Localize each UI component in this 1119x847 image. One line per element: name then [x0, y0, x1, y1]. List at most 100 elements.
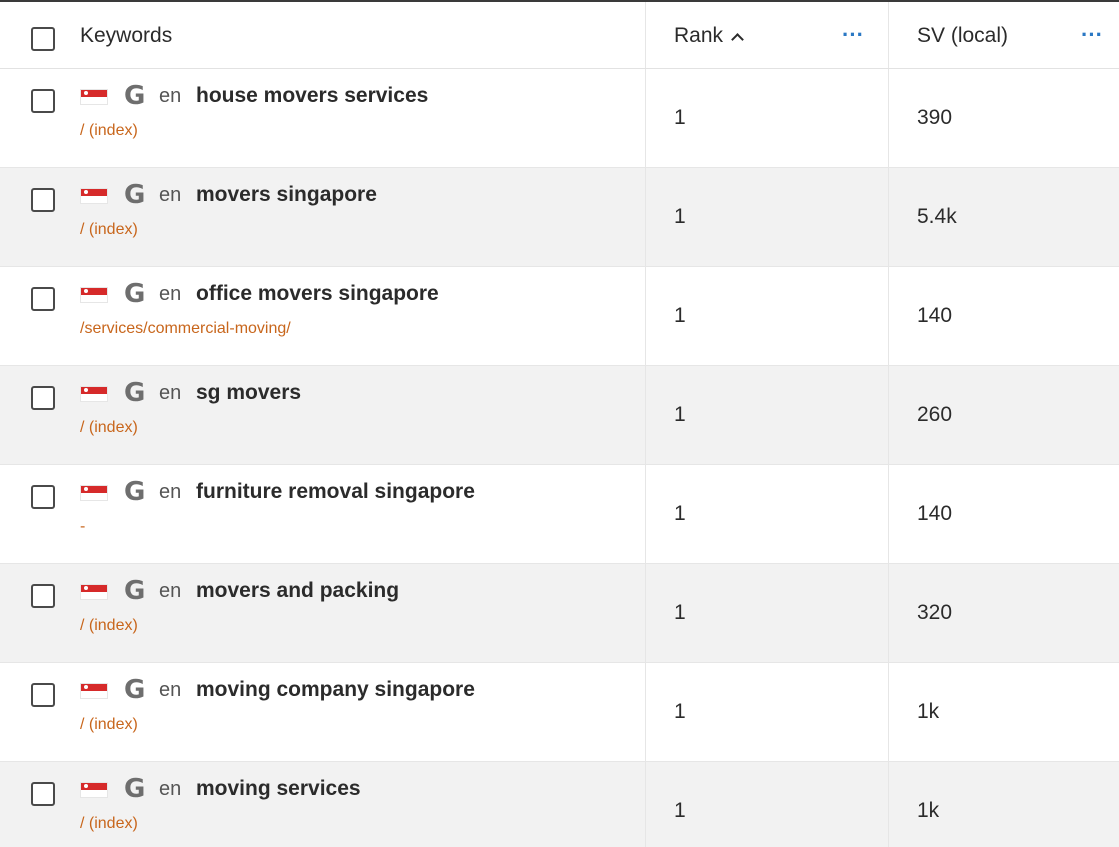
sv-cell: 1k	[889, 663, 1119, 761]
rank-sort-control[interactable]: Rank	[674, 24, 744, 48]
rank-cell: 1	[646, 465, 889, 563]
keyword-cell: G en house movers services / (index)	[0, 69, 646, 167]
singapore-flag-icon	[80, 386, 108, 402]
keyword-text[interactable]: house movers services	[196, 84, 429, 107]
keyword-cell: G en office movers singapore /services/c…	[0, 267, 646, 365]
rank-value: 1	[674, 502, 686, 525]
row-select-checkbox[interactable]	[31, 386, 55, 410]
more-horizontal-icon[interactable]: ···	[1081, 22, 1103, 47]
keyword-text[interactable]: office movers singapore	[196, 282, 439, 305]
row-select-checkbox[interactable]	[31, 287, 55, 311]
rank-column-header[interactable]: Rank ···	[646, 2, 889, 68]
table-row[interactable]: G en sg movers / (index) 1 260	[0, 366, 1119, 465]
rank-cell: 1	[646, 663, 889, 761]
select-all-checkbox[interactable]	[31, 27, 55, 51]
language-code: en	[159, 382, 182, 404]
language-code: en	[159, 679, 182, 701]
singapore-flag-icon	[80, 188, 108, 204]
rank-cell: 1	[646, 366, 889, 464]
keyword-text[interactable]: sg movers	[196, 381, 302, 404]
rank-value: 1	[674, 106, 686, 129]
ranking-url-link[interactable]: / (index)	[80, 815, 138, 832]
keyword-cell: G en movers singapore / (index)	[0, 168, 646, 266]
google-g-icon: G	[124, 378, 146, 408]
language-code: en	[159, 778, 182, 800]
singapore-flag-icon	[80, 584, 108, 600]
sv-column-header[interactable]: SV (local) ···	[889, 2, 1119, 68]
google-g-icon: G	[124, 81, 146, 111]
keyword-text[interactable]: movers and packing	[196, 579, 400, 602]
table-row[interactable]: G en movers singapore / (index) 1 5.4k	[0, 168, 1119, 267]
keywords-column-header[interactable]: Keywords	[0, 2, 646, 68]
search-volume-value: 5.4k	[917, 205, 957, 228]
rank-value: 1	[674, 601, 686, 624]
keyword-cell: G en moving company singapore / (index)	[0, 663, 646, 761]
search-volume-value: 1k	[917, 799, 940, 822]
keyword-cell: G en sg movers / (index)	[0, 366, 646, 464]
google-g-icon: G	[124, 576, 146, 606]
table-header-row: Keywords Rank ··· SV (local) ···	[0, 2, 1119, 69]
row-select-checkbox[interactable]	[31, 782, 55, 806]
rank-cell: 1	[646, 564, 889, 662]
rank-value: 1	[674, 403, 686, 426]
ranking-url-link[interactable]: /services/commercial-moving/	[80, 320, 291, 337]
table-row[interactable]: G en movers and packing / (index) 1 320	[0, 564, 1119, 663]
ranking-url-link[interactable]: / (index)	[80, 122, 138, 139]
keywords-header-label: Keywords	[80, 24, 173, 47]
row-select-checkbox[interactable]	[31, 485, 55, 509]
singapore-flag-icon	[80, 683, 108, 699]
search-volume-value: 390	[917, 106, 953, 129]
rank-cell: 1	[646, 762, 889, 847]
sv-header-label: SV (local)	[917, 24, 1009, 47]
language-code: en	[159, 580, 182, 602]
rank-header-label: Rank	[674, 24, 724, 47]
keyword-cell: G en moving services / (index)	[0, 762, 646, 847]
table-body: G en house movers services / (index) 1 3…	[0, 69, 1119, 847]
sv-cell: 1k	[889, 762, 1119, 847]
rank-value: 1	[674, 304, 686, 327]
ranking-url-link[interactable]: / (index)	[80, 419, 138, 436]
sv-cell: 140	[889, 267, 1119, 365]
sv-cell: 140	[889, 465, 1119, 563]
keyword-text[interactable]: moving services	[196, 777, 361, 800]
search-volume-value: 260	[917, 403, 953, 426]
sv-cell: 5.4k	[889, 168, 1119, 266]
keyword-cell: G en furniture removal singapore -	[0, 465, 646, 563]
sv-cell: 320	[889, 564, 1119, 662]
search-volume-value: 1k	[917, 700, 940, 723]
row-select-checkbox[interactable]	[31, 584, 55, 608]
google-g-icon: G	[124, 774, 146, 804]
singapore-flag-icon	[80, 485, 108, 501]
google-g-icon: G	[124, 675, 146, 705]
keyword-text[interactable]: movers singapore	[196, 183, 377, 206]
rank-value: 1	[674, 799, 686, 822]
ranking-url-link[interactable]: / (index)	[80, 716, 138, 733]
row-select-checkbox[interactable]	[31, 188, 55, 212]
language-code: en	[159, 283, 182, 305]
singapore-flag-icon	[80, 89, 108, 105]
google-g-icon: G	[124, 477, 146, 507]
rank-cell: 1	[646, 168, 889, 266]
table-row[interactable]: G en moving company singapore / (index) …	[0, 663, 1119, 762]
table-row[interactable]: G en moving services / (index) 1 1k	[0, 762, 1119, 847]
search-volume-value: 140	[917, 502, 953, 525]
keyword-text[interactable]: furniture removal singapore	[196, 480, 475, 503]
table-row[interactable]: G en office movers singapore /services/c…	[0, 267, 1119, 366]
table-row[interactable]: G en furniture removal singapore - 1 140	[0, 465, 1119, 564]
ranking-url-link[interactable]: -	[80, 518, 86, 535]
singapore-flag-icon	[80, 287, 108, 303]
keyword-text[interactable]: moving company singapore	[196, 678, 475, 701]
ranking-url-link[interactable]: / (index)	[80, 221, 138, 238]
rank-cell: 1	[646, 69, 889, 167]
chevron-up-icon[interactable]	[731, 32, 744, 46]
rank-value: 1	[674, 205, 686, 228]
language-code: en	[159, 184, 182, 206]
language-code: en	[159, 85, 182, 107]
google-g-icon: G	[124, 279, 146, 309]
more-horizontal-icon[interactable]: ···	[842, 22, 864, 47]
ranking-url-link[interactable]: / (index)	[80, 617, 138, 634]
row-select-checkbox[interactable]	[31, 89, 55, 113]
language-code: en	[159, 481, 182, 503]
row-select-checkbox[interactable]	[31, 683, 55, 707]
table-row[interactable]: G en house movers services / (index) 1 3…	[0, 69, 1119, 168]
